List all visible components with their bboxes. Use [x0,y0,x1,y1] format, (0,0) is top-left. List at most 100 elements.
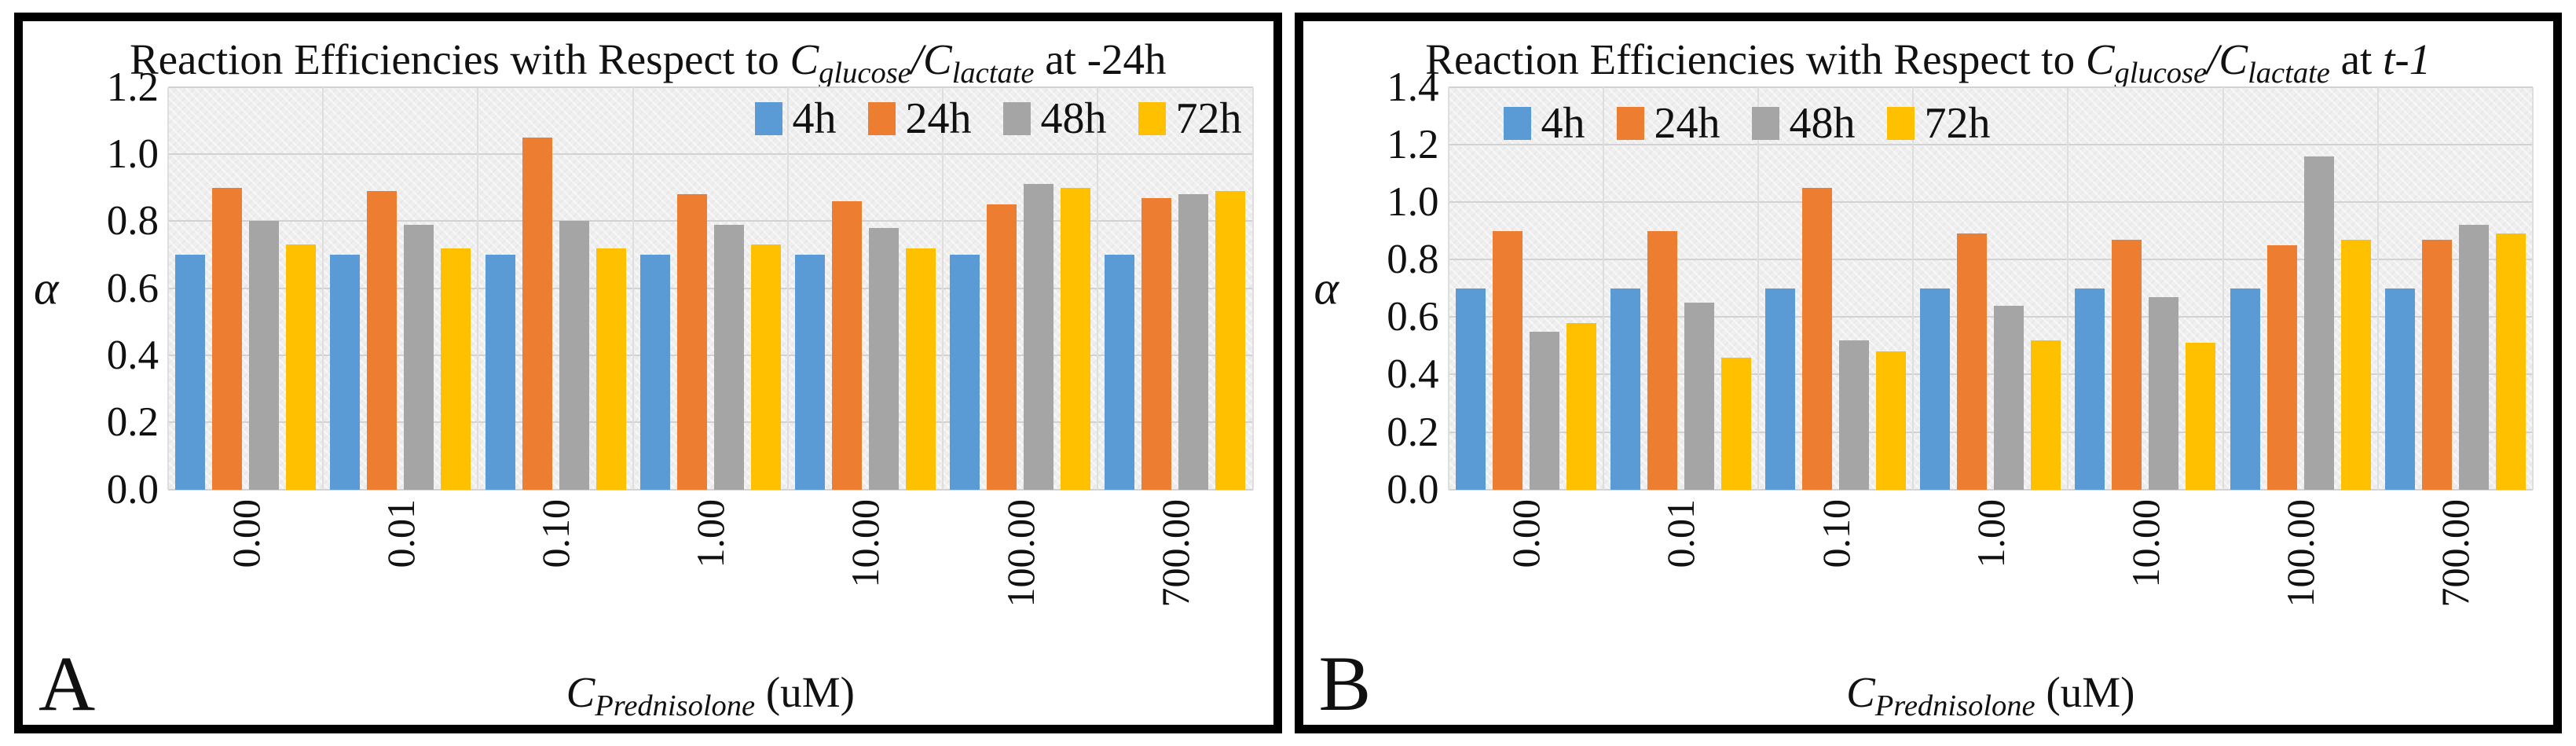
x-tick-cell: 0.10 [478,499,632,667]
title-sub-lactate: lactate [951,56,1035,90]
legend-swatch-icon [867,101,896,135]
x-tick-label: 0.10 [533,498,578,568]
bar-4h-100.00 [950,255,980,490]
gridline-horizontal [1448,488,2533,491]
xtitle-sub-prednisolone: Prednisolone [595,689,756,722]
bar-4h-0.01 [1610,288,1640,490]
legend-label: 24h [1654,98,1720,148]
x-axis-title: CPrednisolone (uM) [1449,667,2534,721]
bar-48h-0.01 [404,224,434,490]
y-tick-label: 1.4 [1387,64,1439,110]
bar-24h-0.00 [1492,230,1523,490]
bar-72h-10.00 [2186,343,2216,490]
bar-group-1.00 [633,87,788,490]
title-sub-glucose: glucose [819,56,911,90]
gridline-horizontal [168,220,1253,222]
bar-4h-1.00 [639,255,670,490]
title-text: Reaction Efficiencies with Respect to [129,35,790,83]
bar-group-700.00 [2378,87,2533,490]
legend-swatch-icon [1002,101,1031,135]
legend: 4h 24h 48h 72h [1503,98,1991,149]
y-axis: α 1.2 1.0 0.8 0.6 0.4 0.2 0.0 [23,64,168,513]
bar-72h-10.00 [905,248,936,490]
gridline-horizontal [168,421,1253,424]
bar-4h-100.00 [2230,288,2260,490]
bar-group-0.10 [1758,87,1913,490]
x-tick-cell: 1.00 [1913,499,2068,667]
bar-72h-0.00 [286,244,317,490]
gridline-horizontal [1448,373,2533,376]
bar-4h-700.00 [2384,288,2415,490]
title-time: -24h [1086,35,1167,83]
panel-a: Reaction Efficiencies with Respect to Cg… [14,13,1282,733]
y-tick-label: 1.2 [106,64,159,110]
title-var-c2: C [2219,35,2248,83]
legend-label: 48h [1040,94,1107,143]
y-tick-label: 0.8 [106,198,159,244]
bar-24h-0.10 [522,137,552,490]
gridline-horizontal [168,287,1253,289]
legend: 4h 24h 48h 72h [754,94,1242,144]
bar-group-700.00 [1097,87,1252,490]
x-tick-cell: 700.00 [2378,499,2533,667]
x-tick-label: 0.01 [1658,498,1703,568]
panel-letter: A [38,640,96,727]
bar-group-10.00 [2068,87,2222,490]
bar-48h-0.10 [559,221,589,490]
y-tick-label: 0.0 [1387,466,1439,513]
bar-72h-700.00 [1215,191,1246,490]
bar-24h-1.00 [1957,233,1988,490]
gridline-vertical [477,86,479,490]
bar-48h-0.00 [1529,331,1559,490]
bar-24h-0.01 [1647,230,1677,490]
bar-4h-10.00 [794,255,825,490]
bar-24h-100.00 [2266,244,2297,490]
y-tick-label: 1.0 [1387,179,1439,226]
x-tick-cell: 100.00 [2223,499,2378,667]
title-sub-glucose: glucose [2114,56,2208,90]
bar-72h-0.01 [441,248,471,490]
x-tick-label: 0.10 [1813,498,1858,568]
bar-48h-0.10 [1839,340,1870,490]
x-tick-label: 700.00 [2433,498,2478,608]
x-tick-cell: 10.00 [788,499,943,667]
gridline-horizontal [168,355,1253,357]
y-tick-label: 1.0 [106,131,159,178]
chart-title: Reaction Efficiencies with Respect to Cg… [1303,35,2554,88]
bar-72h-1.00 [750,244,781,490]
y-axis-title: α [1314,262,1339,314]
legend-item-24h: 24h [1616,98,1720,149]
bar-48h-1.00 [713,224,744,490]
y-tick-label: 0.0 [106,466,159,513]
legend-item-24h: 24h [867,94,972,144]
x-tick-cell: 0.10 [1758,499,1913,667]
legend-swatch-icon [1616,106,1644,140]
x-tick-label: 100.00 [2278,498,2323,608]
title-at: at [2329,35,2384,83]
x-tick-cell: 0.01 [1603,499,1758,667]
bar-48h-100.00 [1024,184,1054,490]
y-tick-label: 0.6 [1387,294,1439,340]
gridline-horizontal [1448,259,2533,261]
legend-swatch-icon [1138,101,1166,135]
chart-area: α 1.4 1.2 1.0 0.8 0.6 0.4 0.2 0.0 4h 24h 48h 72h [1303,64,2554,513]
y-tick-label: 0.4 [1387,351,1439,398]
bar-group-1.00 [1913,87,2068,490]
bar-4h-700.00 [1105,255,1135,490]
panel-letter: B [1318,640,1372,727]
x-tick-cell: 100.00 [943,499,1097,667]
bar-groups [1449,87,2534,490]
panel-b: Reaction Efficiencies with Respect to Cg… [1294,13,2562,733]
legend-label: 72h [1175,94,1242,143]
bar-group-0.00 [1449,87,1603,490]
xtitle-unit: (uM) [2035,667,2135,716]
bar-72h-100.00 [1061,187,1091,490]
x-tick-label: 1.00 [688,498,733,568]
y-tick-label: 0.2 [106,399,159,446]
y-tick-label: 0.4 [106,333,159,379]
bar-24h-10.00 [831,200,862,490]
y-tick-label: 1.2 [1387,121,1439,167]
x-tick-label: 1.00 [1968,498,2013,568]
legend-label: 24h [905,94,972,143]
